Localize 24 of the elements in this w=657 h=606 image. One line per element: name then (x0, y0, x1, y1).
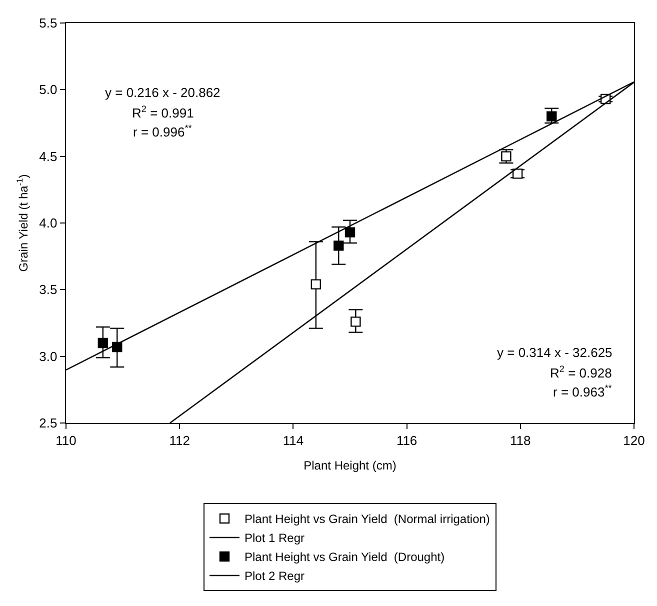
x-tick-label: 120 (623, 432, 645, 448)
x-tick-label: 116 (396, 432, 418, 448)
legend-label: Plot 1 Regr (244, 531, 305, 546)
legend-label: Plot 2 Regr (244, 569, 305, 584)
x-axis-title: Plant Height (cm) (304, 458, 396, 473)
y-tick-label: 4.0 (39, 216, 58, 231)
annotation: R$^{2}$ = 0.928 (550, 364, 612, 380)
x-tick-label: 118 (510, 432, 531, 448)
annotation: R$^{2}$ = 0.991 (132, 104, 194, 120)
annotation: y = 0.314 x - 32.625 (497, 345, 612, 360)
legend-label: Plant Height vs Grain Yield (Normal irrigation) (244, 512, 490, 526)
legend-label: Plant Height vs Grain Yield (Drought) (244, 550, 445, 564)
y-tick-label: 5.0 (39, 82, 58, 98)
x-tick-label: 110 (56, 432, 76, 448)
y-tick-label: 3.5 (39, 282, 58, 298)
x-tick-label: 112 (169, 432, 190, 448)
y-tick-label: 3.0 (39, 348, 58, 364)
y-tick-label: 2.5 (39, 416, 58, 431)
x-tick-label: 114 (282, 432, 304, 448)
y-tick-label: 5.5 (39, 16, 58, 31)
annotation: r = 0.996$^{**}$ (133, 123, 192, 140)
annotation: r = 0.963$^{**}$ (553, 383, 612, 400)
annotation: y = 0.216 x - 20.862 (105, 85, 220, 100)
y-tick-label: 4.5 (39, 148, 58, 164)
